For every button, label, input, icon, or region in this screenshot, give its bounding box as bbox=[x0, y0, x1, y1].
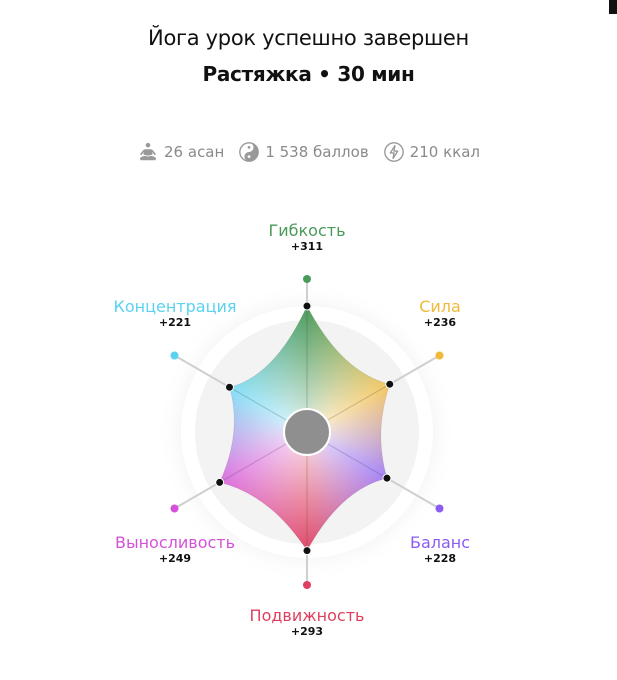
stat-asanas: 26 асан bbox=[137, 141, 224, 163]
axis-name: Выносливость bbox=[114, 533, 236, 552]
axis-line bbox=[306, 431, 441, 510]
stat-points: 1 538 баллов bbox=[238, 141, 369, 163]
axis-value: +236 bbox=[423, 316, 457, 329]
axis-value: +221 bbox=[158, 316, 192, 329]
meditation-icon bbox=[139, 142, 157, 161]
data-point bbox=[382, 473, 392, 483]
axis-value: +228 bbox=[423, 552, 457, 565]
data-point bbox=[302, 301, 312, 311]
data-point bbox=[302, 546, 312, 556]
stats-row: 26 асан 1 538 баллов 210 ккал bbox=[0, 141, 617, 163]
stat-asanas-text: 26 асан bbox=[164, 143, 225, 161]
axis-name: Сила bbox=[419, 297, 461, 316]
data-point bbox=[385, 379, 395, 389]
data-point bbox=[224, 382, 234, 392]
axis-label-balance: Баланс +228 bbox=[410, 534, 470, 566]
axis-end-dot bbox=[303, 275, 311, 283]
stat-points-text: 1 538 баллов bbox=[265, 143, 369, 161]
axis-label-endurance: Выносливость +249 bbox=[115, 534, 235, 566]
axis-end-dot bbox=[170, 504, 179, 513]
axis-name: Концентрация bbox=[113, 297, 237, 316]
axis-name: Баланс bbox=[409, 533, 471, 552]
axis-label-concentration: Концентрация +221 bbox=[114, 298, 237, 330]
window-corner bbox=[609, 0, 617, 14]
axis-end-dot bbox=[170, 351, 179, 360]
axis-value: +293 bbox=[290, 625, 324, 638]
axis-line bbox=[306, 354, 441, 433]
axis-line bbox=[173, 431, 308, 510]
axis-value: +249 bbox=[158, 552, 192, 565]
data-point bbox=[215, 477, 225, 487]
axis-name: Подвижность bbox=[249, 606, 365, 625]
axis-end-dot bbox=[435, 351, 444, 360]
stat-calories: 210 ккал bbox=[383, 141, 480, 163]
axis-name: Гибкость bbox=[268, 221, 346, 240]
axis-end-dot bbox=[303, 581, 311, 589]
axis-value: +311 bbox=[290, 240, 324, 253]
axis-end-dot bbox=[435, 504, 444, 513]
stat-calories-text: 210 ккал bbox=[409, 143, 480, 161]
axis-label-mobility: Подвижность +293 bbox=[250, 607, 365, 639]
yin-yang-icon bbox=[239, 142, 260, 162]
radar-outline bbox=[218, 304, 391, 552]
axis-label-strength: Сила +236 bbox=[419, 298, 461, 330]
axis-label-flexibility: Гибкость +311 bbox=[268, 222, 345, 254]
page-title: Йога урок успешно завершен bbox=[148, 26, 469, 50]
center-circle bbox=[283, 408, 331, 456]
lightning-icon bbox=[383, 142, 404, 162]
axis-line bbox=[173, 354, 308, 433]
lesson-subtitle: Растяжка • 30 мин bbox=[202, 62, 415, 86]
